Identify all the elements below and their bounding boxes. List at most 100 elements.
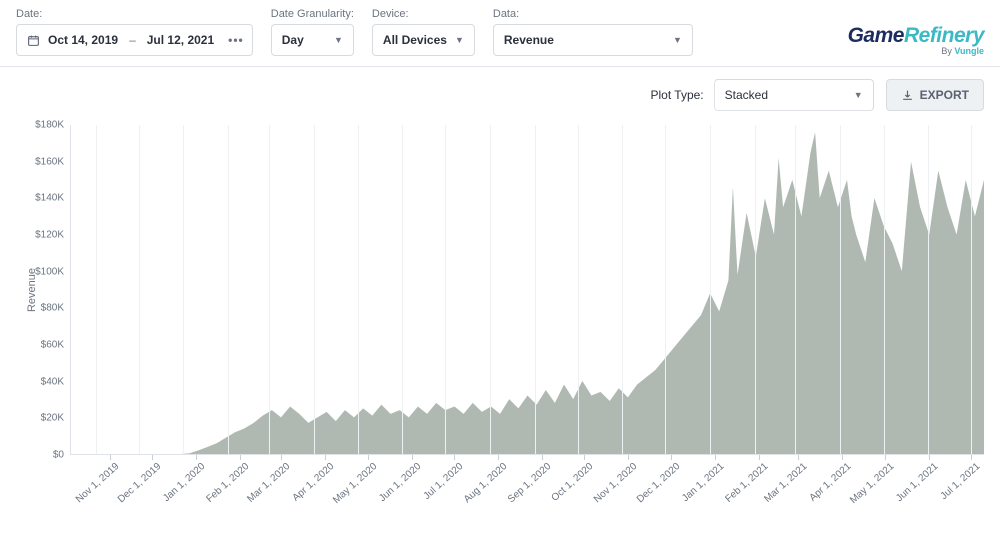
x-tick-mark bbox=[498, 455, 499, 460]
x-tick-mark bbox=[542, 455, 543, 460]
gridline-vertical bbox=[269, 125, 270, 454]
x-tick-mark bbox=[885, 455, 886, 460]
x-tick-mark bbox=[152, 455, 153, 460]
caret-down-icon: ▼ bbox=[673, 35, 682, 45]
data-label: Data: bbox=[493, 8, 693, 20]
x-tick-label: Apr 1, 2020 bbox=[290, 461, 336, 504]
granularity-dropdown[interactable]: Day ▼ bbox=[271, 24, 354, 56]
area-chart-svg bbox=[71, 125, 984, 454]
export-button[interactable]: EXPORT bbox=[886, 79, 984, 111]
x-tick-label: Jul 1, 2021 bbox=[939, 461, 983, 502]
gridline-vertical bbox=[490, 125, 491, 454]
x-tick-label: Dec 1, 2020 bbox=[635, 461, 682, 505]
x-tick-mark bbox=[110, 455, 111, 460]
gridline-vertical bbox=[358, 125, 359, 454]
x-tick-mark bbox=[584, 455, 585, 460]
y-tick-label: $60K bbox=[41, 340, 64, 351]
x-tick-mark bbox=[715, 455, 716, 460]
x-tick-mark bbox=[671, 455, 672, 460]
x-tick-label: Nov 1, 2019 bbox=[74, 461, 121, 505]
x-tick-mark bbox=[454, 455, 455, 460]
logo-part2: Refinery bbox=[904, 24, 984, 47]
caret-down-icon: ▼ bbox=[854, 90, 863, 100]
date-more-icon[interactable]: ••• bbox=[228, 33, 244, 47]
gridline-vertical bbox=[840, 125, 841, 454]
y-tick-label: $0 bbox=[53, 450, 64, 461]
y-tick-label: $80K bbox=[41, 303, 64, 314]
x-tick-label: Jun 1, 2020 bbox=[377, 461, 423, 504]
granularity-value: Day bbox=[282, 33, 304, 47]
x-tick-label: Jul 1, 2020 bbox=[422, 461, 466, 502]
date-separator: – bbox=[129, 33, 136, 47]
date-to: Jul 12, 2021 bbox=[147, 33, 214, 47]
y-tick-label: $100K bbox=[35, 266, 64, 277]
gridline-vertical bbox=[183, 125, 184, 454]
x-tick-label: Sep 1, 2020 bbox=[506, 461, 553, 505]
gridline-vertical bbox=[622, 125, 623, 454]
gridline-vertical bbox=[314, 125, 315, 454]
date-range-picker[interactable]: Oct 14, 2019 – Jul 12, 2021 ••• bbox=[16, 24, 253, 56]
x-tick-label: Aug 1, 2020 bbox=[462, 461, 509, 505]
y-tick-label: $120K bbox=[35, 230, 64, 241]
gridline-vertical bbox=[928, 125, 929, 454]
x-tick-label: Feb 1, 2020 bbox=[205, 461, 252, 505]
y-tick-label: $40K bbox=[41, 376, 64, 387]
gridline-vertical bbox=[228, 125, 229, 454]
caret-down-icon: ▼ bbox=[455, 35, 464, 45]
chart-controls-bar: Plot Type: Stacked ▼ EXPORT bbox=[0, 67, 1000, 117]
device-dropdown[interactable]: All Devices ▼ bbox=[372, 24, 475, 56]
plot-type-label: Plot Type: bbox=[651, 88, 704, 102]
x-tick-mark bbox=[240, 455, 241, 460]
gridline-vertical bbox=[710, 125, 711, 454]
device-field-group: Device: All Devices ▼ bbox=[372, 8, 475, 56]
logo-part1: Game bbox=[848, 24, 904, 47]
x-tick-mark bbox=[628, 455, 629, 460]
x-tick-label: Jan 1, 2020 bbox=[162, 461, 208, 504]
brand-logo: GameRefinery By Vungle bbox=[848, 22, 984, 56]
gridline-vertical bbox=[971, 125, 972, 454]
gridline-vertical bbox=[96, 125, 97, 454]
revenue-area bbox=[71, 132, 984, 454]
x-tick-mark bbox=[971, 455, 972, 460]
export-label: EXPORT bbox=[920, 88, 969, 102]
gridline-vertical bbox=[665, 125, 666, 454]
data-field-group: Data: Revenue ▼ bbox=[493, 8, 693, 56]
plot-type-group: Plot Type: Stacked ▼ bbox=[651, 79, 874, 111]
x-tick-label: May 1, 2021 bbox=[848, 461, 896, 506]
x-tick-mark bbox=[842, 455, 843, 460]
x-tick-label: Mar 1, 2020 bbox=[245, 461, 292, 505]
x-tick-mark bbox=[798, 455, 799, 460]
y-tick-label: $20K bbox=[41, 413, 64, 424]
x-axis: Nov 1, 2019Dec 1, 2019Jan 1, 2020Feb 1, … bbox=[86, 455, 984, 535]
gridline-vertical bbox=[139, 125, 140, 454]
caret-down-icon: ▼ bbox=[334, 35, 343, 45]
x-tick-mark bbox=[281, 455, 282, 460]
device-value: All Devices bbox=[383, 33, 447, 47]
granularity-label: Date Granularity: bbox=[271, 8, 354, 20]
granularity-field-group: Date Granularity: Day ▼ bbox=[271, 8, 354, 56]
plot-type-dropdown[interactable]: Stacked ▼ bbox=[714, 79, 874, 111]
y-axis: $0$20K$40K$60K$80K$100K$120K$140K$160K$1… bbox=[16, 125, 70, 455]
download-icon bbox=[901, 89, 914, 102]
x-tick-label: Jun 1, 2021 bbox=[894, 461, 940, 504]
chart-container: Revenue $0$20K$40K$60K$80K$100K$120K$140… bbox=[0, 117, 1000, 535]
x-tick-mark bbox=[368, 455, 369, 460]
data-value: Revenue bbox=[504, 33, 554, 47]
gridline-vertical bbox=[755, 125, 756, 454]
x-tick-label: Oct 1, 2020 bbox=[550, 461, 596, 504]
x-tick-label: May 1, 2020 bbox=[331, 461, 379, 506]
date-field-group: Date: Oct 14, 2019 – Jul 12, 2021 ••• bbox=[16, 8, 253, 56]
x-tick-mark bbox=[759, 455, 760, 460]
plot-area bbox=[70, 125, 984, 455]
gridline-vertical bbox=[402, 125, 403, 454]
gridline-vertical bbox=[445, 125, 446, 454]
y-tick-label: $180K bbox=[35, 120, 64, 131]
data-dropdown[interactable]: Revenue ▼ bbox=[493, 24, 693, 56]
gridline-vertical bbox=[884, 125, 885, 454]
plot-type-value: Stacked bbox=[725, 88, 768, 102]
device-label: Device: bbox=[372, 8, 475, 20]
x-tick-mark bbox=[929, 455, 930, 460]
gridline-vertical bbox=[535, 125, 536, 454]
x-tick-label: Jan 1, 2021 bbox=[680, 461, 726, 504]
gridline-vertical bbox=[795, 125, 796, 454]
